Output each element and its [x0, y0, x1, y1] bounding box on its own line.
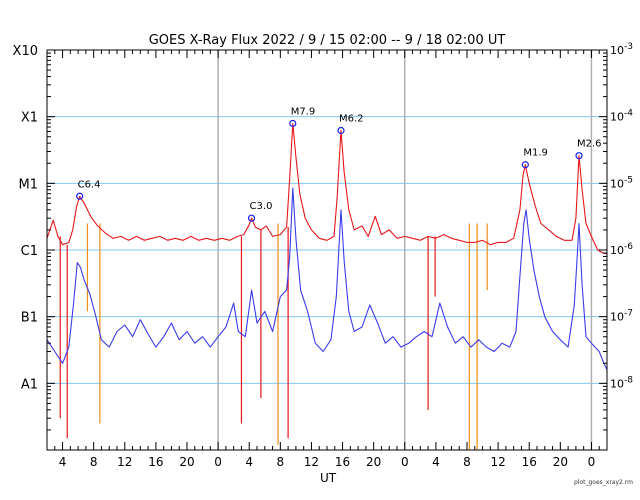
right-decade-label: 10-3	[610, 42, 633, 57]
x-tick-label: 0	[214, 455, 222, 469]
x-tick-label: 16	[148, 455, 163, 469]
right-decade-label: 10-5	[610, 175, 633, 190]
right-decade-label: 10-8	[610, 375, 633, 390]
x-tick-label: 0	[588, 455, 596, 469]
chart-title: GOES X-Ray Flux 2022 / 9 / 15 02:00 -- 9…	[149, 33, 506, 48]
x-tick-label: 12	[490, 455, 505, 469]
x-tick-label: 16	[522, 455, 537, 469]
x-tick-label: 8	[277, 455, 285, 469]
flare-class-label: M6.2	[339, 114, 364, 125]
flare-peak-marker	[247, 214, 256, 222]
grid-layer	[47, 50, 607, 450]
x-tick-label: 20	[366, 455, 381, 469]
series-layer	[46, 122, 608, 450]
left-class-label: B1	[21, 311, 38, 326]
x-tick-label: 4	[59, 455, 67, 469]
left-class-label: A1	[21, 377, 38, 392]
right-decade-label: 10-4	[610, 109, 633, 124]
x-tick-label: 12	[304, 455, 319, 469]
footer-credit: plot_goes_xray2.rm	[574, 479, 633, 486]
right-decade-label: 10-6	[610, 242, 633, 257]
x-tick-label: 8	[90, 455, 98, 469]
long-channel-flux-line	[46, 122, 608, 255]
flare-class-label: M2.6	[577, 139, 602, 150]
x-tick-label: 4	[432, 455, 440, 469]
flare-peak-marker	[575, 152, 583, 160]
x-tick-label: 12	[117, 455, 132, 469]
flare-peak-marker	[521, 161, 529, 169]
left-class-label: C1	[21, 244, 38, 259]
flare-peak-marker	[76, 192, 84, 200]
flare-marker-layer: C6.4 C3.0 M7.9 M6.2 M1.9 M2.6	[76, 106, 602, 222]
left-class-label: X1	[21, 111, 38, 126]
flare-class-label: M1.9	[523, 148, 548, 159]
x-tick-label: 8	[463, 455, 471, 469]
x-tick-label: 16	[335, 455, 350, 469]
left-class-label: M1	[19, 177, 39, 192]
short-channel-flux-line	[46, 187, 608, 370]
x-tick-label: 20	[179, 455, 194, 469]
flare-class-label: M7.9	[291, 106, 316, 117]
flare-class-label: C6.4	[78, 179, 101, 190]
axis-layer: X10 X1 M1 C1 B1 A1 10-3 10-4 10-5 10-6 10-7 10-8 4 8 1…	[13, 42, 634, 469]
x-axis-label: UT	[320, 471, 337, 485]
flare-peak-marker	[289, 119, 297, 128]
flare-class-label: C3.0	[250, 201, 273, 212]
left-class-label: X10	[13, 44, 38, 59]
x-tick-label: 20	[553, 455, 568, 469]
x-tick-label: 0	[401, 455, 409, 469]
flare-peak-marker	[337, 126, 345, 135]
right-decade-label: 10-7	[610, 309, 633, 324]
x-tick-label: 4	[245, 455, 253, 469]
